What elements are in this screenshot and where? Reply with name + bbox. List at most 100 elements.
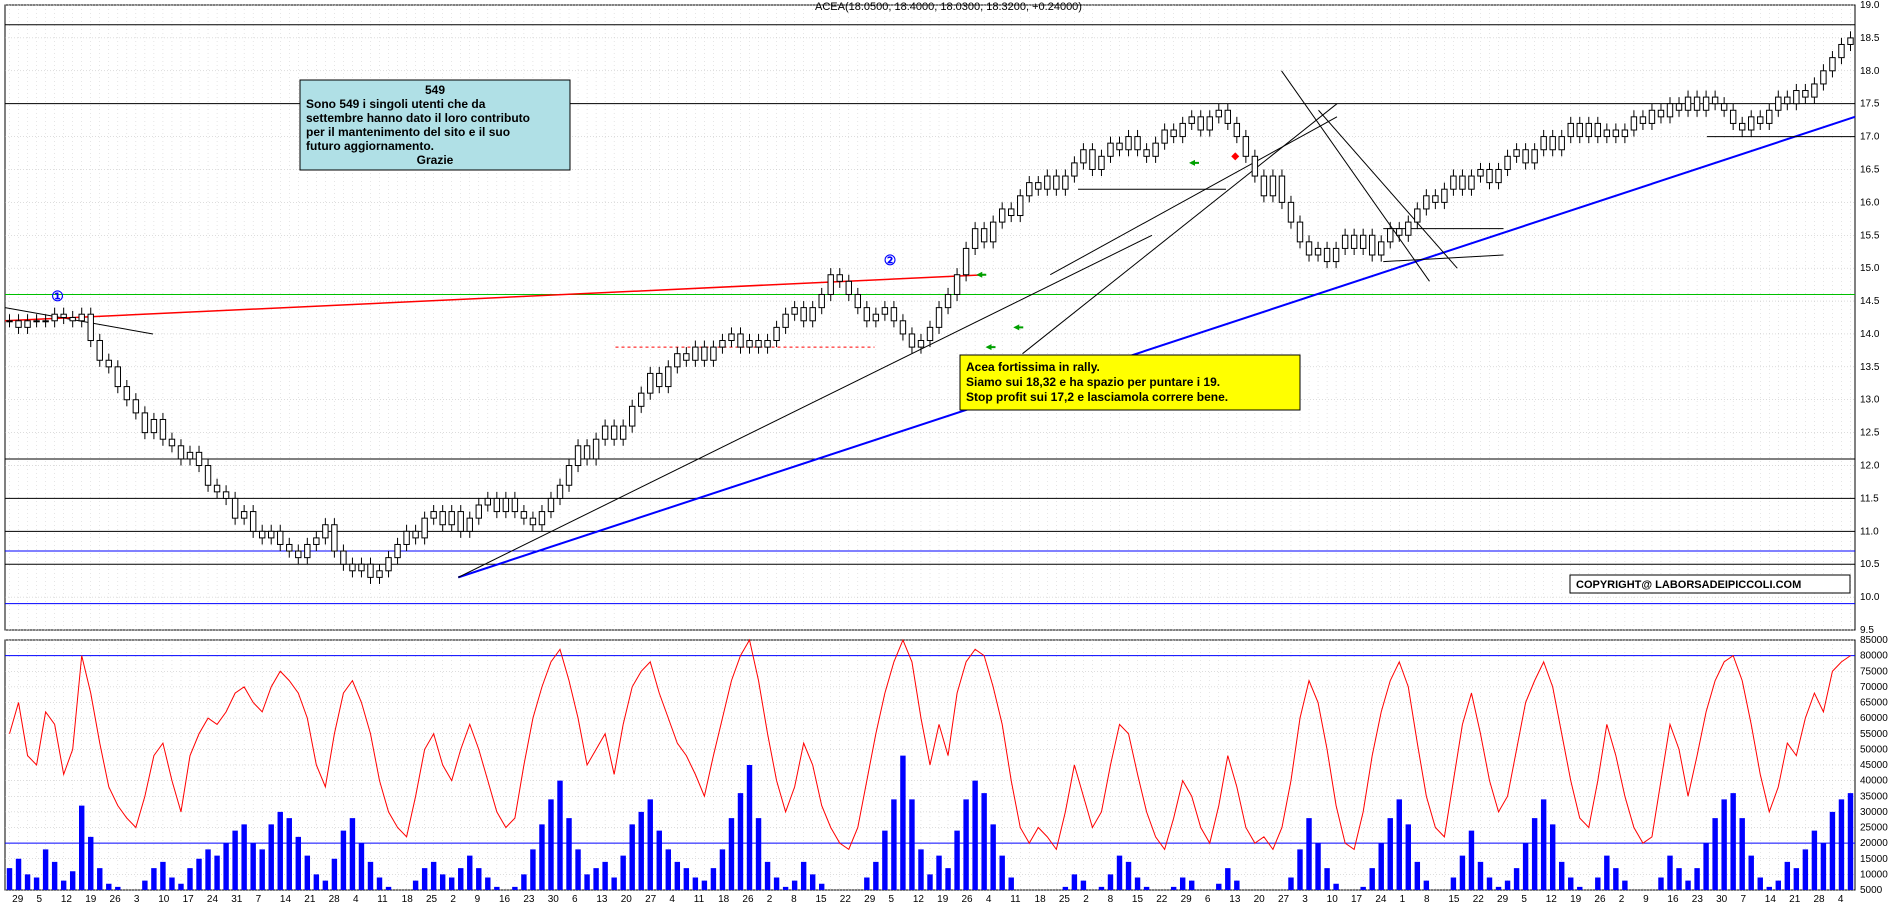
- svg-text:19: 19: [1570, 894, 1582, 903]
- info-annotation-line: Grazie: [417, 153, 454, 167]
- arrow-marker: [986, 344, 996, 350]
- svg-text:75000: 75000: [1860, 666, 1888, 677]
- svg-text:17.5: 17.5: [1860, 99, 1880, 110]
- svg-text:15000: 15000: [1860, 854, 1888, 865]
- svg-text:4: 4: [986, 894, 992, 903]
- svg-text:27: 27: [1278, 894, 1290, 903]
- wave-marker: ②: [884, 252, 897, 268]
- svg-text:2: 2: [767, 894, 773, 903]
- chart-title: ACEA(18.0500, 18.4000, 18.0300, 18.3200,…: [815, 1, 1082, 13]
- svg-text:22: 22: [1473, 894, 1485, 903]
- svg-text:13.0: 13.0: [1860, 395, 1880, 406]
- svg-text:5: 5: [37, 894, 43, 903]
- svg-text:60000: 60000: [1860, 713, 1888, 724]
- svg-text:11: 11: [377, 894, 388, 903]
- arrow-marker: [1013, 324, 1023, 330]
- chart-svg[interactable]: 9.510.010.511.011.512.012.513.013.514.01…: [0, 0, 1890, 903]
- svg-text:22: 22: [1156, 894, 1168, 903]
- svg-text:12.5: 12.5: [1860, 428, 1880, 439]
- svg-text:28: 28: [329, 894, 341, 903]
- svg-text:21: 21: [304, 894, 316, 903]
- svg-text:5000: 5000: [1860, 885, 1883, 896]
- svg-text:23: 23: [523, 894, 535, 903]
- svg-text:30: 30: [1716, 894, 1728, 903]
- svg-text:12: 12: [913, 894, 925, 903]
- commentary-line: Acea fortissima in rally.: [966, 360, 1100, 374]
- svg-text:17: 17: [1351, 894, 1363, 903]
- svg-text:80000: 80000: [1860, 651, 1888, 662]
- svg-text:55000: 55000: [1860, 729, 1888, 740]
- svg-text:24: 24: [207, 894, 219, 903]
- svg-text:2: 2: [450, 894, 456, 903]
- chart-container: 9.510.010.511.011.512.012.513.013.514.01…: [0, 0, 1890, 903]
- svg-text:10000: 10000: [1860, 869, 1888, 880]
- svg-text:13: 13: [596, 894, 608, 903]
- arrow-marker: [976, 272, 986, 278]
- svg-text:9: 9: [1643, 894, 1649, 903]
- svg-text:14: 14: [280, 894, 292, 903]
- svg-text:4: 4: [1838, 894, 1844, 903]
- svg-text:8: 8: [1424, 894, 1430, 903]
- info-annotation-line: settembre hanno dato il loro contributo: [306, 111, 530, 125]
- svg-text:25: 25: [1059, 894, 1071, 903]
- svg-text:85000: 85000: [1860, 635, 1888, 646]
- svg-text:2: 2: [1083, 894, 1089, 903]
- svg-text:8: 8: [1108, 894, 1114, 903]
- svg-text:70000: 70000: [1860, 682, 1888, 693]
- svg-text:30: 30: [548, 894, 560, 903]
- svg-text:17: 17: [183, 894, 195, 903]
- info-annotation-line: 549: [425, 83, 445, 97]
- svg-text:45000: 45000: [1860, 760, 1888, 771]
- svg-text:14.5: 14.5: [1860, 296, 1880, 307]
- svg-text:15: 15: [1448, 894, 1460, 903]
- svg-text:3: 3: [134, 894, 140, 903]
- svg-text:16.5: 16.5: [1860, 164, 1880, 175]
- svg-text:10: 10: [1327, 894, 1339, 903]
- svg-text:1: 1: [1400, 894, 1406, 903]
- commentary-line: Siamo sui 18,32 e ha spazio per puntare …: [966, 375, 1220, 389]
- svg-text:29: 29: [1181, 894, 1193, 903]
- svg-text:4: 4: [669, 894, 675, 903]
- svg-text:29: 29: [864, 894, 876, 903]
- svg-text:35000: 35000: [1860, 791, 1888, 802]
- svg-text:30000: 30000: [1860, 807, 1888, 818]
- svg-text:2: 2: [1619, 894, 1625, 903]
- svg-text:18: 18: [718, 894, 730, 903]
- svg-text:13: 13: [1229, 894, 1241, 903]
- svg-text:15.0: 15.0: [1860, 263, 1880, 274]
- svg-text:19: 19: [85, 894, 97, 903]
- svg-text:26: 26: [742, 894, 754, 903]
- svg-text:20: 20: [1254, 894, 1266, 903]
- svg-text:40000: 40000: [1860, 776, 1888, 787]
- signal-marker: [1231, 152, 1239, 160]
- info-annotation-line: Sono 549 i singoli utenti che da: [306, 97, 486, 111]
- svg-text:15: 15: [815, 894, 827, 903]
- svg-text:10.0: 10.0: [1860, 592, 1880, 603]
- info-annotation-line: per il mantenimento del sito e il suo: [306, 125, 510, 139]
- svg-text:25: 25: [426, 894, 438, 903]
- svg-text:18.0: 18.0: [1860, 66, 1880, 77]
- svg-text:31: 31: [231, 894, 243, 903]
- svg-text:22: 22: [840, 894, 852, 903]
- svg-text:65000: 65000: [1860, 698, 1888, 709]
- svg-text:21: 21: [1789, 894, 1801, 903]
- copyright-text: COPYRIGHT@ LABORSADEIPICCOLI.COM: [1576, 579, 1801, 591]
- svg-text:16: 16: [1667, 894, 1679, 903]
- svg-text:11: 11: [694, 894, 705, 903]
- svg-text:20000: 20000: [1860, 838, 1888, 849]
- info-annotation-line: futuro aggiornamento.: [306, 139, 434, 153]
- svg-text:5: 5: [888, 894, 894, 903]
- svg-text:17.0: 17.0: [1860, 132, 1880, 143]
- svg-text:3: 3: [1302, 894, 1308, 903]
- svg-text:7: 7: [1740, 894, 1746, 903]
- svg-text:12.0: 12.0: [1860, 461, 1880, 472]
- svg-text:26: 26: [110, 894, 122, 903]
- svg-text:15.5: 15.5: [1860, 230, 1880, 241]
- svg-text:29: 29: [12, 894, 24, 903]
- svg-text:19: 19: [937, 894, 949, 903]
- svg-text:11.5: 11.5: [1860, 493, 1879, 504]
- svg-text:19.0: 19.0: [1860, 0, 1880, 11]
- svg-text:6: 6: [572, 894, 578, 903]
- svg-text:4: 4: [353, 894, 359, 903]
- svg-text:11.0: 11.0: [1860, 526, 1879, 537]
